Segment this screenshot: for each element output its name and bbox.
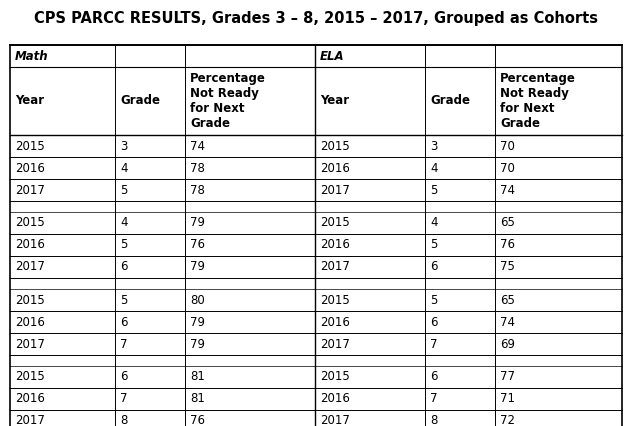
Text: 4: 4 — [430, 161, 437, 175]
Text: 4: 4 — [120, 161, 128, 175]
Text: 77: 77 — [500, 371, 515, 383]
Text: 5: 5 — [430, 239, 437, 251]
Text: 5: 5 — [430, 294, 437, 306]
Text: 76: 76 — [190, 414, 205, 426]
Text: 79: 79 — [190, 316, 205, 328]
Text: 81: 81 — [190, 371, 205, 383]
Text: 6: 6 — [120, 261, 128, 273]
Text: 7: 7 — [120, 392, 128, 406]
Text: 2016: 2016 — [320, 392, 350, 406]
Text: 2015: 2015 — [320, 371, 349, 383]
Text: 70: 70 — [500, 161, 515, 175]
Text: 4: 4 — [430, 216, 437, 230]
Text: 65: 65 — [500, 294, 515, 306]
Text: 2017: 2017 — [320, 337, 350, 351]
Text: 2017: 2017 — [15, 337, 45, 351]
Text: 75: 75 — [500, 261, 515, 273]
Text: 7: 7 — [430, 392, 437, 406]
Text: 2015: 2015 — [320, 294, 349, 306]
Text: CPS PARCC RESULTS, Grades 3 – 8, 2015 – 2017, Grouped as Cohorts: CPS PARCC RESULTS, Grades 3 – 8, 2015 – … — [34, 11, 598, 26]
Text: Math: Math — [15, 49, 49, 63]
Text: 2015: 2015 — [15, 216, 45, 230]
Text: 8: 8 — [430, 414, 437, 426]
Text: 72: 72 — [500, 414, 515, 426]
Text: 76: 76 — [500, 239, 515, 251]
Text: 79: 79 — [190, 261, 205, 273]
Text: 2016: 2016 — [320, 239, 350, 251]
Text: 2015: 2015 — [320, 216, 349, 230]
Text: Year: Year — [320, 95, 349, 107]
Text: 2016: 2016 — [15, 392, 45, 406]
Text: 76: 76 — [190, 239, 205, 251]
Text: 6: 6 — [430, 371, 437, 383]
Text: 2016: 2016 — [15, 161, 45, 175]
Text: 78: 78 — [190, 161, 205, 175]
Text: 2017: 2017 — [320, 184, 350, 196]
Text: 6: 6 — [430, 261, 437, 273]
Text: 80: 80 — [190, 294, 205, 306]
Text: 2017: 2017 — [320, 261, 350, 273]
Text: 2015: 2015 — [15, 139, 45, 153]
Text: 79: 79 — [190, 216, 205, 230]
Text: 5: 5 — [120, 239, 128, 251]
Text: 2016: 2016 — [15, 316, 45, 328]
Text: 7: 7 — [120, 337, 128, 351]
Text: 2015: 2015 — [15, 294, 45, 306]
Text: 2016: 2016 — [320, 316, 350, 328]
Text: 6: 6 — [120, 371, 128, 383]
Text: 3: 3 — [430, 139, 437, 153]
Text: 2017: 2017 — [15, 261, 45, 273]
Text: Grade: Grade — [430, 95, 470, 107]
Text: 2016: 2016 — [320, 161, 350, 175]
Text: 79: 79 — [190, 337, 205, 351]
Text: 74: 74 — [190, 139, 205, 153]
Text: 2016: 2016 — [15, 239, 45, 251]
Text: 78: 78 — [190, 184, 205, 196]
Text: 2015: 2015 — [15, 371, 45, 383]
Text: 2017: 2017 — [15, 414, 45, 426]
Text: Year: Year — [15, 95, 44, 107]
Text: 74: 74 — [500, 316, 515, 328]
Text: 81: 81 — [190, 392, 205, 406]
Text: 2015: 2015 — [320, 139, 349, 153]
Text: 2017: 2017 — [15, 184, 45, 196]
Text: 6: 6 — [430, 316, 437, 328]
Text: 3: 3 — [120, 139, 128, 153]
Text: Percentage
Not Ready
for Next
Grade: Percentage Not Ready for Next Grade — [190, 72, 266, 130]
Text: 65: 65 — [500, 216, 515, 230]
Text: 74: 74 — [500, 184, 515, 196]
Text: 71: 71 — [500, 392, 515, 406]
Text: Percentage
Not Ready
for Next
Grade: Percentage Not Ready for Next Grade — [500, 72, 576, 130]
Text: 5: 5 — [120, 184, 128, 196]
Text: 70: 70 — [500, 139, 515, 153]
Text: 4: 4 — [120, 216, 128, 230]
Text: 5: 5 — [120, 294, 128, 306]
Text: 2017: 2017 — [320, 414, 350, 426]
Text: 5: 5 — [430, 184, 437, 196]
Text: ELA: ELA — [320, 49, 344, 63]
Text: 8: 8 — [120, 414, 128, 426]
Text: 6: 6 — [120, 316, 128, 328]
Text: 7: 7 — [430, 337, 437, 351]
Text: Grade: Grade — [120, 95, 160, 107]
Text: 69: 69 — [500, 337, 515, 351]
